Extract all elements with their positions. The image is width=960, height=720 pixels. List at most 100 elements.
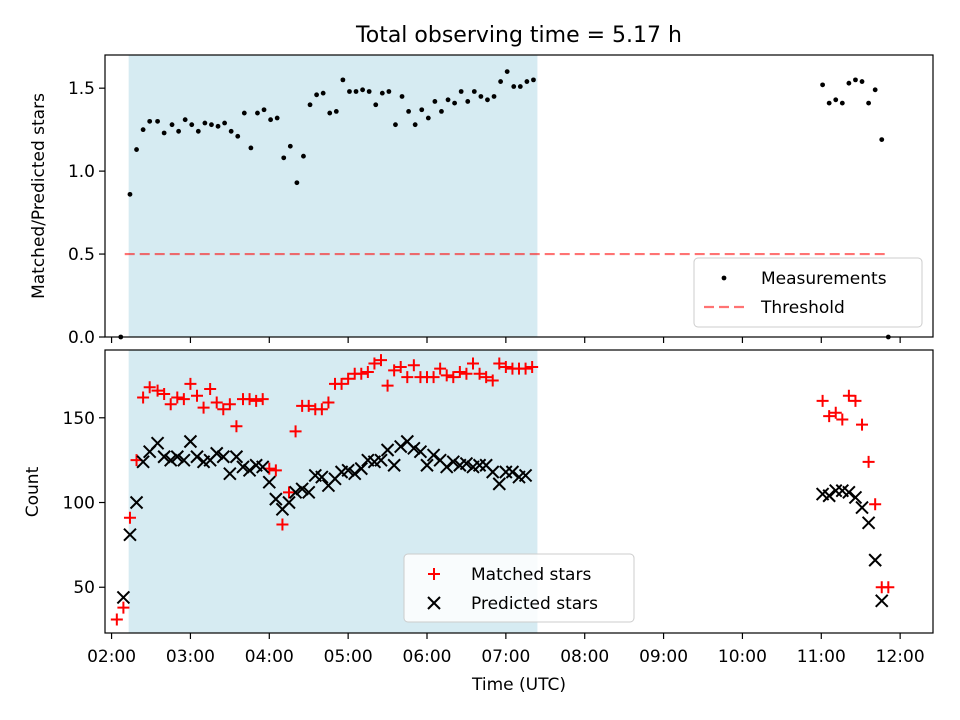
matched-stars-point xyxy=(526,360,539,373)
matched-stars-point xyxy=(447,371,460,384)
matched-stars-point xyxy=(110,613,123,626)
predicted-stars-point xyxy=(295,482,309,496)
matched-stars-point xyxy=(493,357,506,370)
matched-stars-point xyxy=(250,394,263,407)
predicted-stars-point xyxy=(190,450,204,464)
predicted-stars-point xyxy=(157,450,171,464)
matched-stars-point xyxy=(823,410,836,423)
y-tick-label: 50 xyxy=(73,578,95,598)
predicted-stars-point xyxy=(380,443,395,457)
matched-stars-point xyxy=(407,359,420,372)
matched-stars-point xyxy=(862,455,875,468)
measurements-point xyxy=(471,89,477,94)
predicted-stars-point xyxy=(842,485,856,500)
top-legend-box xyxy=(693,257,923,328)
matched-stars-point xyxy=(427,371,440,384)
bottom-legend-box xyxy=(403,553,635,623)
matched-stars-point xyxy=(315,403,328,416)
measurements-point xyxy=(872,87,878,93)
predicted-stars-point xyxy=(282,495,296,510)
measurements-point xyxy=(458,89,464,94)
top-legend: Measurements Threshold xyxy=(693,257,923,328)
predicted-stars-point xyxy=(129,495,144,510)
matched-stars-point xyxy=(361,366,374,379)
top-y-axis-label: Matched/Predicted stars xyxy=(29,93,49,299)
matched-stars-point xyxy=(842,389,855,402)
predicted-stars-point xyxy=(486,465,500,479)
predicted-stars-point xyxy=(387,458,401,472)
matched-stars-point xyxy=(243,393,256,406)
matched-stars-point xyxy=(486,374,499,387)
predicted-stars-point xyxy=(229,450,244,464)
measurements-point xyxy=(859,79,865,84)
predicted-stars-point xyxy=(288,485,303,500)
y-tick-label: 0.0 xyxy=(68,328,95,348)
measurements-point xyxy=(261,107,267,113)
measurements-point xyxy=(379,90,385,96)
measurements-point xyxy=(353,89,359,94)
matched-stars-point xyxy=(869,498,882,511)
y-tick-label: 1.5 xyxy=(68,79,95,99)
measurements-point xyxy=(281,155,287,161)
measurements-point xyxy=(373,102,379,108)
bottom-y-axis-label: Count xyxy=(23,466,43,517)
matched-stars-point xyxy=(394,360,407,373)
top-y-axis: 0.0 0.5 1.0 1.5 xyxy=(68,79,105,348)
top-shaded-region xyxy=(128,55,538,337)
predicted-stars-point xyxy=(177,453,191,467)
predicted-stars-point xyxy=(440,460,454,474)
matched-stars-point xyxy=(335,377,348,390)
x-tick-label: 09:00 xyxy=(639,647,688,667)
predicted-stars-point xyxy=(518,468,533,483)
matched-stars-point xyxy=(223,398,236,411)
measurements-point xyxy=(340,77,346,83)
measurements-point xyxy=(222,120,228,126)
measurements-point xyxy=(866,100,871,106)
bottom-legend: Matched stars Predicted stars xyxy=(403,553,635,623)
matched-stars-point xyxy=(256,393,269,406)
matched-stars-point xyxy=(137,391,150,404)
predicted-stars-point xyxy=(855,500,869,515)
predicted-stars-point xyxy=(868,553,882,567)
matched-stars-point xyxy=(210,396,223,409)
top-x-ticks xyxy=(110,337,901,343)
measurements-point xyxy=(511,84,517,89)
predicted-stars-point xyxy=(150,436,165,450)
matched-stars-point xyxy=(836,413,849,426)
legend-matched-marker xyxy=(428,568,440,580)
matched-stars-point xyxy=(184,377,197,390)
predicted-stars-point xyxy=(256,460,270,474)
legend-measurements-label: Measurements xyxy=(761,269,887,289)
measurements-point xyxy=(314,92,319,98)
measurements-point xyxy=(320,90,326,96)
measurements-point xyxy=(195,128,201,134)
matched-stars-point xyxy=(322,396,335,409)
matched-stars-point xyxy=(519,362,532,375)
measurements-point xyxy=(241,110,247,116)
y-tick-label: 0.5 xyxy=(68,245,95,265)
predicted-stars-point xyxy=(499,465,513,479)
matched-stars-point xyxy=(276,518,289,531)
bottom-plot-frame xyxy=(104,349,934,634)
measurements-point xyxy=(498,79,503,84)
predicted-stars-point xyxy=(848,490,863,505)
measurements-point xyxy=(176,128,182,134)
y-tick-label: 100 xyxy=(63,494,95,514)
matched-stars-point xyxy=(217,403,230,416)
measurements-point xyxy=(169,122,175,128)
measurements-point xyxy=(366,89,372,94)
predicted-stars-point xyxy=(262,475,276,489)
predicted-stars-point xyxy=(164,453,178,467)
predicted-stars-point xyxy=(407,441,421,455)
measurements-point xyxy=(419,107,425,113)
predicted-stars-point xyxy=(302,485,316,500)
predicted-stars-point xyxy=(348,466,362,481)
measurements-point xyxy=(215,123,221,129)
measurements-point xyxy=(432,99,438,104)
matched-stars-point xyxy=(368,357,381,370)
predicted-stars-point xyxy=(269,492,283,506)
matched-stars-point xyxy=(816,394,829,407)
matched-stars-point xyxy=(283,486,295,499)
measurements-point xyxy=(452,100,457,106)
